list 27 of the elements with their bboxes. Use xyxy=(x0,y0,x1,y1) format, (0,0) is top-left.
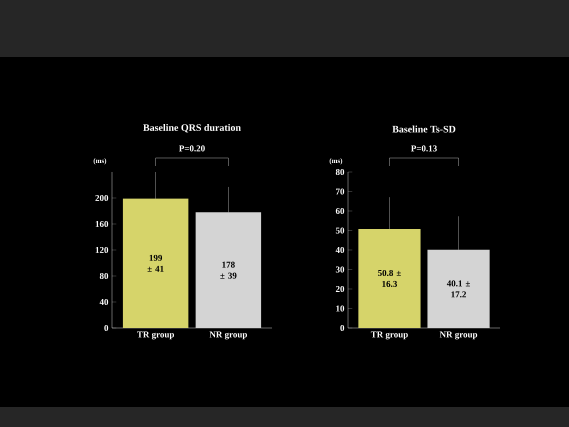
chart-title: Baseline QRS duration xyxy=(143,124,241,132)
y-tick-label: 40 xyxy=(336,246,344,254)
data-label: 50.8 ± 16.3 xyxy=(378,270,401,287)
data-label: 178 ± 39 xyxy=(220,262,236,279)
x-tick-label: TR group xyxy=(137,332,174,340)
y-tick-label: 30 xyxy=(336,266,344,273)
y-tick-label: 0 xyxy=(340,324,344,332)
data-label: 40.1 ± 17.2 xyxy=(446,280,470,298)
y-tick-label: 120 xyxy=(96,246,108,254)
x-tick-label: TR group xyxy=(370,332,408,340)
y-tick-label: 10 xyxy=(336,305,344,312)
text: P=0.13 xyxy=(411,145,437,152)
x-tick-label: NR group xyxy=(210,332,247,340)
y-tick-label: 20 xyxy=(336,286,344,292)
y-tick-label: 200 xyxy=(95,194,108,202)
y-tick-label: 40 xyxy=(100,298,108,306)
data-label: 199 ± 41 xyxy=(148,254,164,272)
y-tick-label: 80 xyxy=(100,272,108,280)
y-tick-label: 0 xyxy=(104,324,108,332)
y-tick-label: 60 xyxy=(336,208,344,214)
y-tick-label: 160 xyxy=(96,220,108,228)
x-tick-label: NR group xyxy=(440,332,478,340)
y-tick-label: 70 xyxy=(336,188,344,195)
y-tick-label: 80 xyxy=(336,168,344,176)
chart-title: Baseline Ts-SD xyxy=(392,125,456,132)
text: P=0.20 xyxy=(179,145,205,152)
y-tick-label: 50 xyxy=(336,227,344,234)
